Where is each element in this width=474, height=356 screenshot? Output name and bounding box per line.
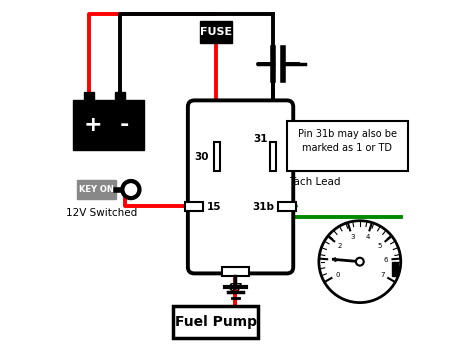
Text: 31: 31	[254, 134, 268, 144]
Bar	[73, 100, 145, 150]
Text: Fuel Pump: Fuel Pump	[174, 315, 256, 329]
Text: 2: 2	[337, 242, 342, 248]
Text: 15: 15	[207, 201, 221, 212]
Text: 30: 30	[194, 152, 209, 162]
Circle shape	[125, 184, 137, 195]
Bar	[278, 202, 296, 211]
Bar	[115, 92, 125, 100]
Circle shape	[121, 179, 141, 199]
Bar	[173, 306, 258, 338]
Text: 0: 0	[335, 272, 340, 278]
Text: 6: 6	[383, 257, 388, 263]
Text: 1: 1	[332, 257, 337, 263]
Bar	[84, 92, 94, 100]
Text: 3: 3	[350, 234, 355, 240]
Text: 5: 5	[378, 242, 382, 248]
Text: 87: 87	[228, 283, 243, 293]
FancyBboxPatch shape	[188, 100, 293, 273]
Bar	[77, 180, 116, 199]
Text: Tach Lead: Tach Lead	[289, 177, 340, 187]
Circle shape	[356, 257, 364, 266]
Bar	[222, 267, 249, 276]
Bar	[270, 142, 276, 171]
Bar	[214, 142, 220, 171]
Bar	[392, 262, 398, 276]
Text: FUSE: FUSE	[200, 27, 232, 37]
Circle shape	[358, 260, 362, 264]
Text: 4: 4	[365, 234, 370, 240]
Bar	[185, 202, 203, 211]
Text: 31b: 31b	[252, 201, 274, 212]
Text: -: -	[120, 115, 129, 135]
Bar	[287, 121, 408, 171]
Circle shape	[319, 221, 401, 303]
Text: Pin 31b may also be
marked as 1 or TD: Pin 31b may also be marked as 1 or TD	[298, 129, 397, 153]
Text: KEY ON: KEY ON	[79, 185, 114, 194]
Bar	[200, 21, 232, 43]
Text: +: +	[84, 115, 102, 135]
Text: 7: 7	[380, 272, 384, 278]
Text: 12V Switched: 12V Switched	[66, 208, 137, 218]
